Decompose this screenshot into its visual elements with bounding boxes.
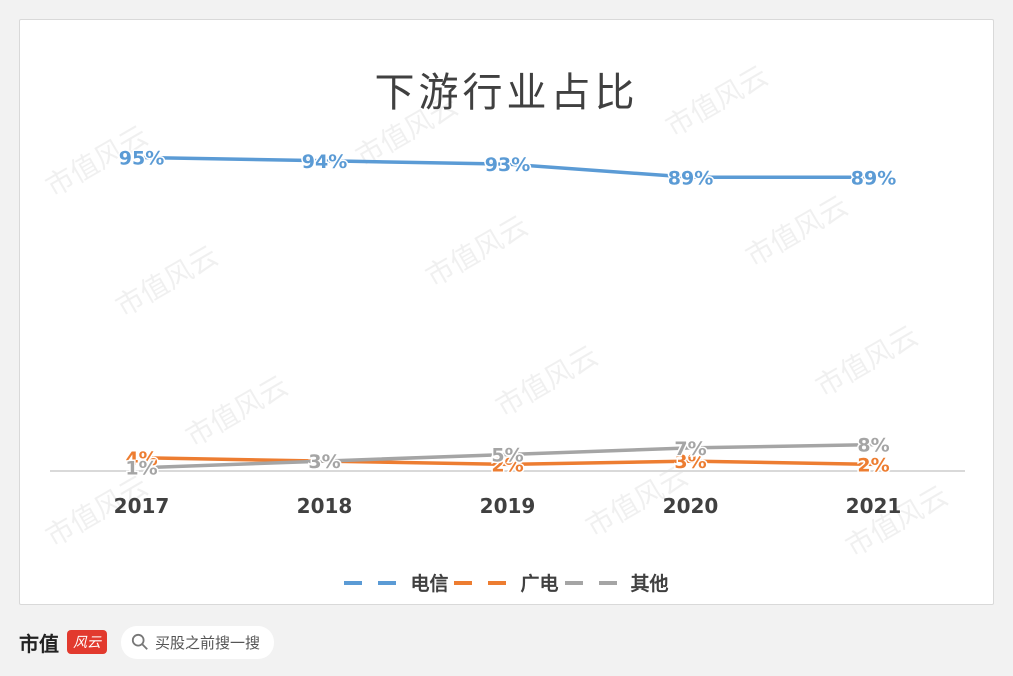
x-tick-label: 2017 <box>114 494 170 518</box>
data-label: 89% <box>668 167 713 189</box>
legend-item: 其他 <box>564 569 669 596</box>
data-label: 3% <box>308 451 340 473</box>
brand-badge: 风云 <box>67 630 107 654</box>
legend-label: 广电 <box>520 573 559 595</box>
data-label: 93% <box>485 154 530 176</box>
chart-title: 下游行业占比 <box>374 70 639 116</box>
legend-swatch <box>564 580 623 585</box>
data-label: 3% <box>674 451 706 473</box>
x-tick-label: 2021 <box>846 494 902 518</box>
data-label: 2% <box>857 454 889 476</box>
data-label: 7% <box>674 438 706 460</box>
brand-logo: 市值 <box>19 631 59 656</box>
data-label: 94% <box>302 151 347 173</box>
series-line <box>141 155 874 180</box>
data-label: 8% <box>857 435 889 457</box>
series-line <box>141 456 874 467</box>
search-icon <box>131 633 148 650</box>
legend-swatch <box>344 580 402 585</box>
x-tick-label: 2019 <box>480 494 536 518</box>
data-label: 4% <box>125 448 157 470</box>
legend-item: 电信 <box>344 569 448 596</box>
data-label: 95% <box>119 148 164 170</box>
x-tick-label: 2018 <box>297 494 353 518</box>
line-chart: 2017 2018 2019 2020 2021 95% 94% 93% 89% 89% 4% 3% 2… <box>50 146 965 518</box>
chart-legend: 电信 广电 其他 <box>20 569 993 596</box>
legend-label: 其他 <box>630 573 669 595</box>
data-label: 1% <box>125 458 157 480</box>
search-box[interactable]: 买股之前搜一搜 <box>121 625 275 659</box>
legend-item: 广电 <box>454 569 559 596</box>
chart-card: 市值风云 市值风云 市值风云 市值风云 市值风云 市值风云 市值风云 市值风云 市值风云 市值风云… <box>19 19 994 605</box>
footer-bar: 市值 风云 买股之前搜一搜 <box>19 624 275 660</box>
data-label: 3% <box>308 451 340 473</box>
series-line <box>141 442 874 470</box>
data-label: 5% <box>491 445 523 467</box>
data-label: 2% <box>491 454 523 476</box>
legend-label: 电信 <box>410 573 449 595</box>
legend-swatch <box>454 580 512 585</box>
search-placeholder: 买股之前搜一搜 <box>155 633 261 652</box>
data-label: 89% <box>851 167 896 189</box>
x-tick-label: 2020 <box>663 494 719 518</box>
